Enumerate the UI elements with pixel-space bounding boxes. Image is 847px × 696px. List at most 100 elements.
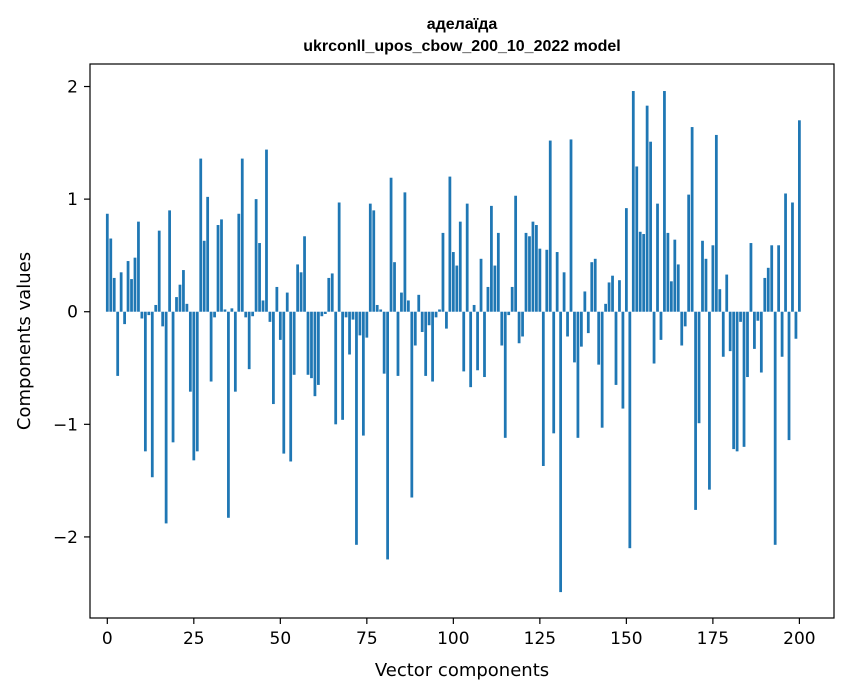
bar	[756, 311, 760, 321]
x-tick-label: 150	[610, 629, 642, 649]
bar	[590, 262, 594, 312]
bar	[753, 311, 756, 349]
bar	[628, 311, 632, 549]
bar	[663, 91, 666, 312]
bar	[541, 311, 545, 466]
bar	[739, 311, 742, 322]
bar	[171, 311, 175, 443]
bar	[580, 311, 583, 347]
bar	[490, 205, 493, 312]
bar	[441, 232, 445, 312]
bar	[486, 286, 490, 312]
bar	[618, 280, 621, 312]
bar	[379, 309, 383, 312]
bar	[268, 311, 272, 322]
bar	[798, 120, 801, 312]
bar	[341, 311, 344, 420]
bar	[143, 311, 147, 452]
bars-group	[105, 91, 801, 593]
bar	[538, 248, 542, 312]
bar	[669, 281, 673, 312]
bar	[396, 311, 400, 376]
bar	[607, 282, 611, 312]
bar	[389, 177, 393, 312]
bar	[555, 252, 559, 312]
bar	[766, 267, 770, 312]
bar	[611, 275, 614, 312]
bar	[258, 243, 261, 312]
x-tick-label: 50	[270, 629, 292, 649]
bar	[323, 311, 327, 314]
bar	[438, 309, 441, 312]
bar	[503, 311, 507, 438]
bar	[780, 311, 784, 357]
bar	[462, 311, 466, 372]
bar	[465, 203, 469, 312]
bar	[140, 311, 144, 319]
bar	[455, 265, 459, 312]
bar	[496, 232, 500, 312]
bar	[791, 202, 794, 312]
bar	[711, 245, 715, 312]
bar	[732, 311, 736, 450]
x-axis-ticks: 0 25 50 75 100 125 150 175 200	[102, 618, 816, 649]
bar	[348, 311, 351, 355]
bar	[424, 311, 428, 376]
bar	[548, 140, 552, 312]
bar	[406, 300, 410, 312]
bar	[413, 311, 417, 346]
bar	[524, 232, 528, 312]
bar	[393, 262, 396, 312]
bar	[528, 236, 531, 312]
bar	[434, 311, 438, 318]
bar	[116, 311, 120, 376]
bar	[386, 311, 389, 560]
bar	[123, 311, 126, 325]
bar	[223, 309, 227, 312]
bar	[479, 258, 483, 312]
bar	[500, 311, 504, 346]
bar	[638, 231, 642, 312]
bar	[330, 273, 334, 312]
bar	[451, 252, 455, 312]
bar	[240, 158, 244, 312]
bar	[535, 225, 538, 312]
bar	[721, 311, 725, 357]
bar	[569, 139, 573, 312]
bar	[704, 258, 708, 312]
bar	[763, 277, 767, 312]
bar	[150, 311, 154, 478]
bar	[759, 311, 763, 373]
bar	[417, 294, 421, 312]
bar	[233, 311, 237, 392]
bar	[624, 208, 628, 312]
bar	[583, 291, 587, 312]
bar	[593, 258, 597, 312]
bar	[368, 203, 372, 312]
bar	[714, 134, 718, 312]
bar	[137, 221, 140, 312]
bar	[784, 193, 787, 312]
bar	[292, 311, 296, 375]
bar	[164, 311, 168, 524]
bar	[531, 221, 535, 312]
x-tick-label: 0	[102, 629, 113, 649]
y-tick-label: −1	[53, 415, 78, 435]
bar	[649, 141, 652, 312]
bar	[631, 91, 635, 312]
bar	[175, 297, 178, 312]
y-axis-ticks: −2 −1 0 1 2	[53, 78, 90, 548]
bar	[130, 279, 133, 312]
bar	[652, 311, 656, 364]
bar	[576, 311, 580, 438]
y-tick-label: 0	[67, 303, 78, 323]
chart-title: аделаїда	[427, 16, 498, 33]
bar	[199, 158, 203, 312]
bar	[521, 311, 524, 337]
bar	[787, 311, 791, 441]
bar	[317, 311, 320, 385]
x-axis-label: Vector components	[375, 660, 549, 681]
bar	[296, 264, 300, 312]
bar	[510, 286, 514, 312]
bar	[545, 249, 549, 312]
